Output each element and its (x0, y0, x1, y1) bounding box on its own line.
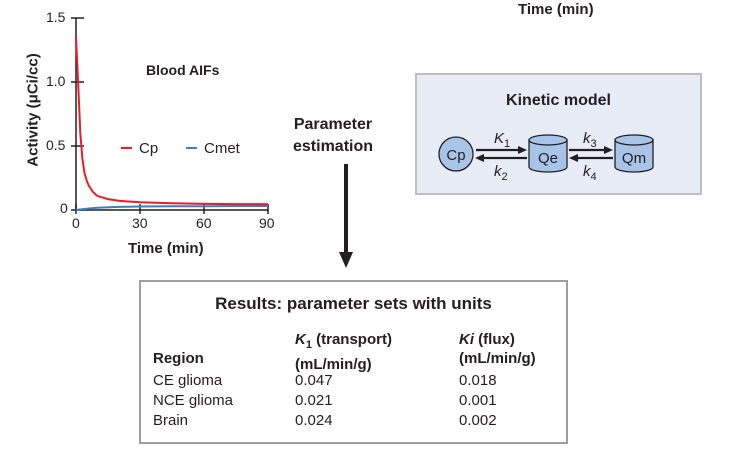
header-k1-rest: (transport) (312, 331, 392, 348)
arrow-k4-head (569, 154, 578, 162)
header-region: Region (153, 349, 204, 368)
plot-title: Blood AIFs (146, 62, 219, 78)
arrow-k2-head (475, 154, 484, 162)
compartment-qm-top (615, 135, 653, 145)
arrow-k1-head (518, 146, 527, 154)
row-ki: 0.018 (459, 371, 497, 390)
arrow-k3-head (604, 146, 613, 154)
compartment-cp-label: Cp (446, 147, 465, 164)
row-k1: 0.021 (295, 391, 333, 410)
legend-cp: Cp (121, 140, 158, 157)
legend-cmet-swatch (186, 147, 197, 149)
y-axis-label: Activity (μCi/cc) (25, 53, 42, 166)
results-title: Results: parameter sets with units (141, 294, 566, 314)
x-tick-label-30: 30 (132, 215, 148, 231)
legend-cp-label: Cp (139, 140, 158, 157)
row-region: NCE glioma (153, 391, 233, 410)
results-box: Results: parameter sets with units Regio… (139, 280, 568, 444)
down-arrow-head (339, 252, 353, 268)
x-tick-label-60: 60 (196, 215, 212, 231)
x-tick-label-90: 90 (259, 215, 275, 231)
rate-k1: K1 (494, 130, 510, 150)
y-tick-label-1.0: 1.0 (46, 73, 65, 89)
parameter-estimation-line-1: Parameter (293, 114, 373, 136)
header-k1: K1 (transport) (mL/min/g) (295, 330, 392, 374)
compartment-qe-label: Qe (538, 150, 558, 167)
row-ki: 0.002 (459, 411, 497, 430)
kinetic-model-diagram: Cp Qe Qm K1 k2 k3 k4 (417, 75, 700, 193)
row-region: CE glioma (153, 371, 222, 390)
header-k1-sym: K (295, 331, 306, 348)
row-k1: 0.024 (295, 411, 333, 430)
kinetic-model-box: Kinetic model Cp Qe Qm K1 k2 k3 k4 (415, 73, 702, 195)
rate-k4: k4 (583, 163, 597, 183)
header-ki-sym: Ki (459, 331, 474, 348)
rate-k3: k3 (583, 130, 597, 150)
x-axis-label: Time (min) (128, 240, 204, 257)
compartment-qe-top (529, 135, 567, 145)
y-tick-label-0.5: 0.5 (46, 137, 65, 153)
y-tick-label-0: 0 (60, 200, 68, 216)
parameter-estimation-line-2: estimation (293, 136, 373, 158)
y-tick-label-1.5: 1.5 (46, 9, 65, 25)
parameter-estimation-label: Parameter estimation (293, 114, 373, 158)
legend-cp-swatch (121, 147, 132, 149)
header-ki: Ki (flux) (mL/min/g) (459, 330, 536, 368)
x-tick-label-0: 0 (72, 215, 80, 231)
rate-k2: k2 (494, 163, 508, 183)
top-time-label: Time (min) (518, 1, 594, 18)
header-ki-unit: (mL/min/g) (459, 350, 536, 367)
row-k1: 0.047 (295, 371, 333, 390)
legend-cmet: Cmet (186, 140, 240, 157)
legend-cmet-label: Cmet (204, 140, 240, 157)
row-region: Brain (153, 411, 188, 430)
header-ki-rest: (flux) (474, 331, 515, 348)
row-ki: 0.001 (459, 391, 497, 410)
compartment-qm-label: Qm (622, 150, 646, 167)
